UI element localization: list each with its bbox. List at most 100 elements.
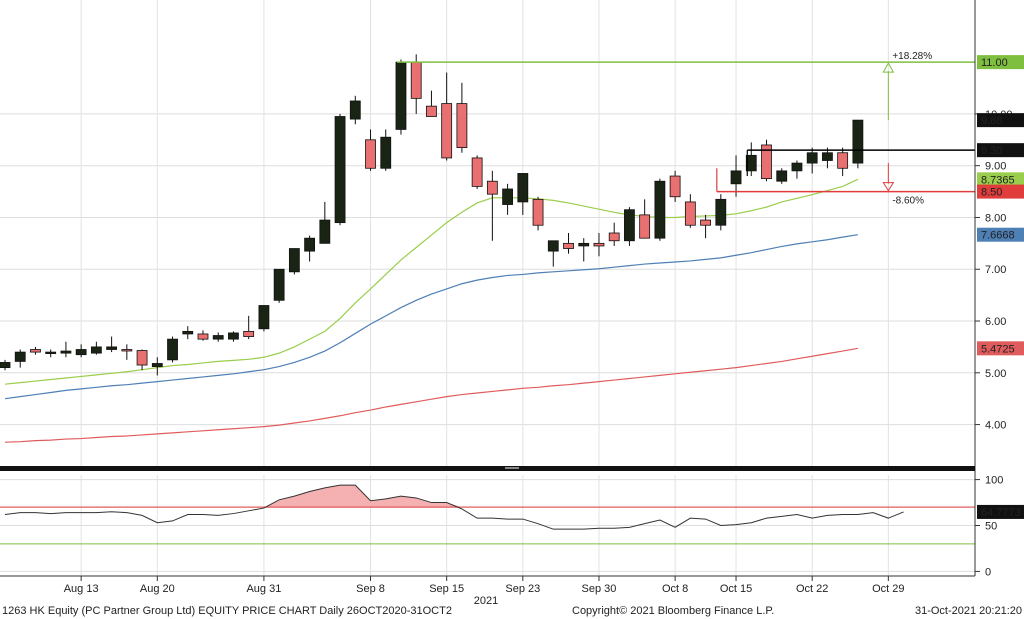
x-tick-label: Sep 30: [582, 583, 617, 595]
ma-short-label: 8.7365: [981, 174, 1015, 186]
candle-body: [304, 237, 316, 252]
candle-body: [30, 349, 41, 353]
candle-body: [365, 139, 376, 169]
ma-mid-label-box: [977, 227, 1024, 242]
candle-body: [182, 330, 194, 335]
candle-body: [624, 209, 635, 242]
candle-body: [151, 363, 163, 367]
candle-body: [532, 198, 544, 226]
indicator-line: [0, 484, 975, 545]
candle-body: [441, 103, 453, 159]
candle-body: [426, 105, 437, 117]
candle-body: [273, 268, 285, 301]
candle-body: [349, 100, 361, 120]
moving-averages: [4, 178, 859, 443]
panel-divider: [0, 466, 975, 471]
candle-body: [319, 219, 331, 244]
x-tick-label: Oct 8: [662, 583, 688, 595]
candle-body: [486, 180, 498, 195]
stop-price-label: 8.50: [981, 187, 1002, 199]
candle-body: [669, 175, 681, 198]
footer-copyright: Copyright© 2021 Bloomberg Finance L.P.: [572, 605, 774, 617]
footer-timestamp: 31-Oct-2021 20:21:20: [915, 605, 1022, 617]
candle-body: [395, 61, 407, 130]
ma-mid-label: 7.6668: [981, 230, 1015, 242]
candle-body: [380, 136, 392, 169]
overbought-area: [5, 485, 904, 508]
panel-divider-handle: [505, 467, 519, 469]
candle-body: [517, 173, 529, 203]
indicator-last-label-box: [977, 504, 1024, 519]
moving-average-line: [4, 234, 858, 400]
candle-body: [75, 349, 87, 356]
change-annotation: +18.28%: [892, 51, 932, 62]
candle-body: [791, 162, 803, 172]
candle-body: [197, 333, 209, 340]
y-tick-label: 8.00: [985, 212, 1006, 224]
ma-short-label-box: [977, 172, 1024, 187]
moving-average-line: [4, 347, 858, 443]
change-annotation: -8.60%: [892, 196, 924, 207]
x-tick-label: Aug 31: [246, 583, 281, 595]
candle-body: [243, 330, 255, 337]
x-tick-label: Sep 23: [505, 583, 540, 595]
x-tick-label: Sep 8: [356, 583, 385, 595]
candle-body: [715, 198, 727, 226]
candle-body: [60, 350, 72, 354]
last-price-label-box: [977, 113, 1024, 128]
reference-price-label-box: [977, 143, 1024, 158]
candle-body: [45, 351, 57, 354]
candle-body: [563, 242, 574, 249]
x-tick-label: Oct 15: [720, 583, 752, 595]
candle-body: [167, 338, 178, 361]
x-tick-label: Oct 22: [796, 583, 828, 595]
candle-body: [822, 152, 833, 161]
candle-body: [228, 332, 239, 340]
y-tick-label: 4.00: [985, 420, 1006, 432]
candle-body: [639, 214, 651, 239]
candle-body: [776, 170, 788, 182]
candle-body: [90, 346, 102, 354]
candle-body: [684, 201, 696, 226]
candle-body: [852, 119, 864, 164]
footer-left-text: 1263 HK Equity (PC Partner Group Ltd) EQ…: [2, 605, 452, 617]
y-tick-label: 6.00: [985, 316, 1006, 328]
candle-body: [608, 232, 620, 242]
main-panel-grid: [0, 0, 975, 466]
candle-body: [456, 103, 468, 148]
indicator-line: [4, 484, 904, 530]
indicator-y-tick-label: 0: [985, 566, 991, 578]
x-tick-label: Oct 29: [872, 583, 904, 595]
candle-body: [212, 335, 224, 340]
indicator-y-tick-label: 100: [985, 475, 1003, 487]
candle-body: [136, 350, 148, 366]
stop-price-label-box: [977, 184, 1024, 199]
indicator-last-label: 64.7773: [981, 507, 1021, 519]
stop-arrow-head: [882, 182, 895, 192]
year-label: 2021: [474, 595, 498, 607]
y-tick-label: 7.00: [985, 264, 1006, 276]
candle-body: [654, 180, 666, 239]
candle-body: [502, 188, 513, 205]
candle-body: [730, 170, 742, 185]
reference-price-label: 9.30: [981, 145, 1002, 157]
x-tick-label: Aug 20: [140, 583, 175, 595]
ma-long-label-box: [977, 341, 1024, 356]
candle-body: [593, 242, 605, 247]
candle-body: [410, 61, 422, 99]
target-price-label: 11.00: [981, 57, 1008, 69]
candle-body: [106, 346, 118, 350]
candle-body: [578, 242, 590, 247]
candle-body: [761, 144, 772, 180]
x-tick-label: Sep 15: [429, 583, 464, 595]
candle-body: [700, 219, 711, 226]
candle-body: [258, 305, 270, 330]
x-tick-label: Aug 13: [64, 583, 99, 595]
last-price-label: 9.88: [981, 115, 1002, 127]
moving-average-line: [4, 178, 859, 385]
indicator-panel-grid: [0, 475, 975, 576]
y-tick-label: 9.00: [985, 161, 1006, 173]
candle-body: [547, 240, 559, 252]
